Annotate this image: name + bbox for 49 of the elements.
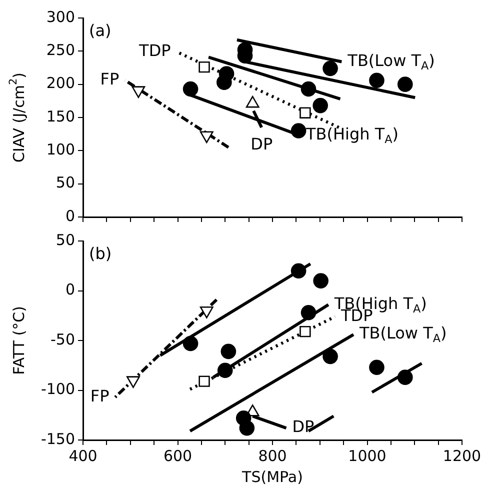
x-tick-label: 400 <box>68 446 98 465</box>
y-tick-label: 150 <box>46 107 75 126</box>
point <box>182 336 198 352</box>
point <box>290 123 306 138</box>
y-tick-label: 200 <box>46 74 75 92</box>
y-tick-label: -150 <box>40 430 75 448</box>
annotation: (a) <box>89 21 112 40</box>
point <box>300 107 311 118</box>
y-tick-label: 100 <box>46 140 75 159</box>
y-tick-label: 300 <box>46 8 75 26</box>
point <box>312 98 328 114</box>
point <box>300 304 316 320</box>
y-axis-title: CIAV (J/cm2) <box>8 72 28 162</box>
x-tick-label: 1000 <box>348 446 386 465</box>
series-label: FP <box>100 70 120 89</box>
x-axis-title: TS(MPa) <box>241 468 303 486</box>
point <box>198 376 210 387</box>
y-tick-label: -50 <box>50 330 75 348</box>
point <box>216 74 232 90</box>
point <box>369 360 384 376</box>
y-axis-title: FATT (°C) <box>10 306 28 375</box>
series-label: DP <box>250 134 273 154</box>
point <box>322 60 338 76</box>
point <box>220 344 236 360</box>
point <box>239 420 255 436</box>
x-tick-label: 600 <box>163 446 192 465</box>
annotation: (b) <box>89 244 112 264</box>
y-tick-label: 50 <box>56 230 75 249</box>
x-tick-label: 1200 <box>442 446 482 465</box>
x-tick-label: 800 <box>258 446 287 465</box>
y-tick-label: 50 <box>56 174 75 192</box>
series-label: DP <box>292 417 315 436</box>
point <box>369 72 384 88</box>
y-tick-label: 0 <box>65 206 75 225</box>
y-tick-label: -100 <box>40 380 75 398</box>
point <box>182 81 198 97</box>
series-label: TDP <box>138 40 172 60</box>
point <box>217 362 233 378</box>
point <box>313 273 328 288</box>
y-tick-label: 250 <box>46 41 75 60</box>
point <box>300 81 316 97</box>
point <box>398 370 413 385</box>
point <box>398 76 413 92</box>
point <box>300 326 311 338</box>
point <box>290 263 306 278</box>
point <box>322 348 338 364</box>
point <box>198 61 210 73</box>
series-label: FP <box>90 386 110 406</box>
y-tick-label: 0 <box>65 280 75 299</box>
